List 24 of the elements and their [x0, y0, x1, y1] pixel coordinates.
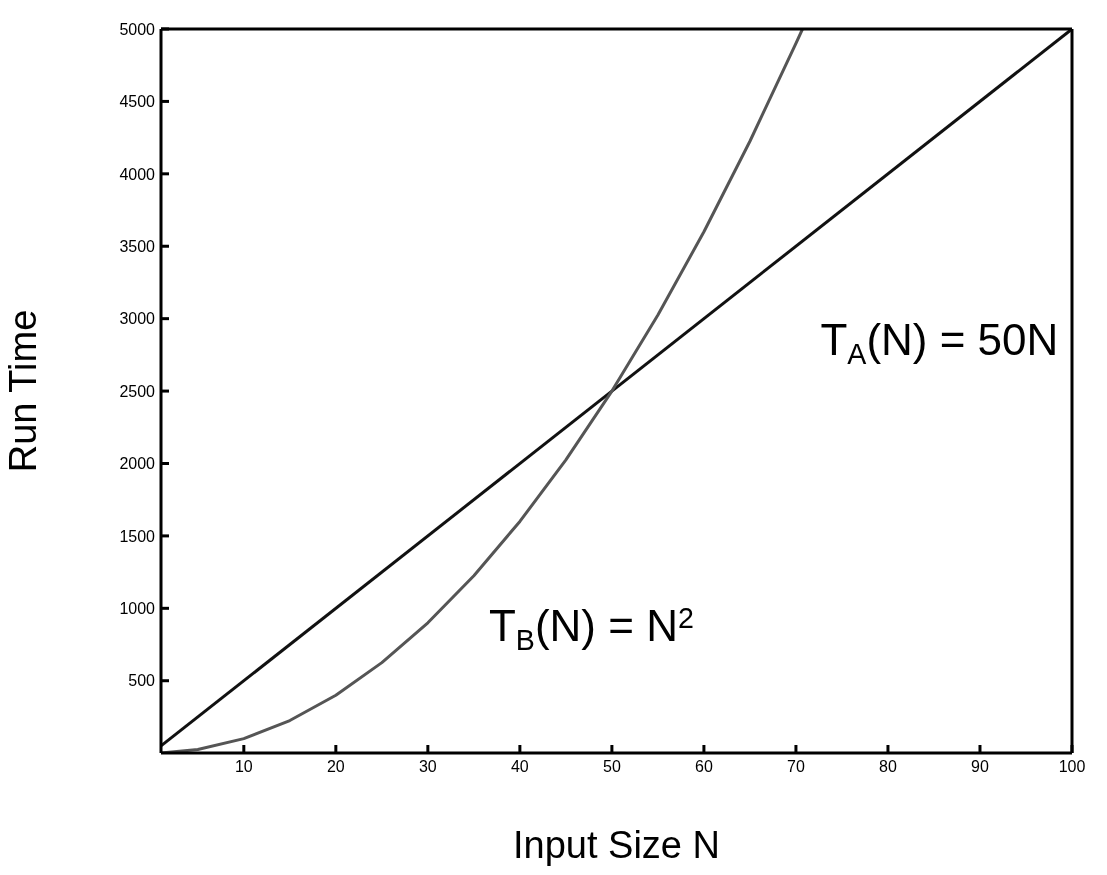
x-axis-title: Input Size N — [513, 824, 720, 866]
y-tick-label: 3500 — [119, 237, 156, 255]
x-tick-label: 90 — [971, 758, 989, 776]
y-tick-label: 4000 — [119, 165, 156, 183]
y-tick-label: 2500 — [119, 382, 156, 400]
y-tick-label: 5000 — [119, 20, 156, 38]
y-tick-label: 3000 — [119, 310, 156, 328]
y-axis-title: Run Time — [2, 309, 45, 473]
series-label: T$_{B}$(N) = N$^{2}$ — [488, 600, 694, 656]
x-tick-label: 60 — [695, 758, 713, 776]
y-tick-label: 500 — [128, 672, 156, 690]
series-label: T$_{A}$(N) = 50N — [820, 314, 1059, 370]
x-tick-label: 40 — [510, 758, 529, 776]
y-tick-label: 2000 — [119, 455, 156, 473]
y-tick-label: 4500 — [119, 93, 156, 111]
x-tick-label: 80 — [879, 758, 897, 776]
x-tick-label: 20 — [326, 758, 345, 776]
x-tick-label: 70 — [787, 758, 805, 776]
y-tick-label: 1000 — [119, 600, 156, 617]
x-tick-label: 30 — [418, 758, 437, 776]
x-tick-label: 10 — [234, 758, 253, 776]
x-tick-label: 50 — [603, 758, 621, 776]
x-tick-label: 100 — [1058, 758, 1086, 776]
y-tick-label: 1500 — [119, 527, 156, 545]
